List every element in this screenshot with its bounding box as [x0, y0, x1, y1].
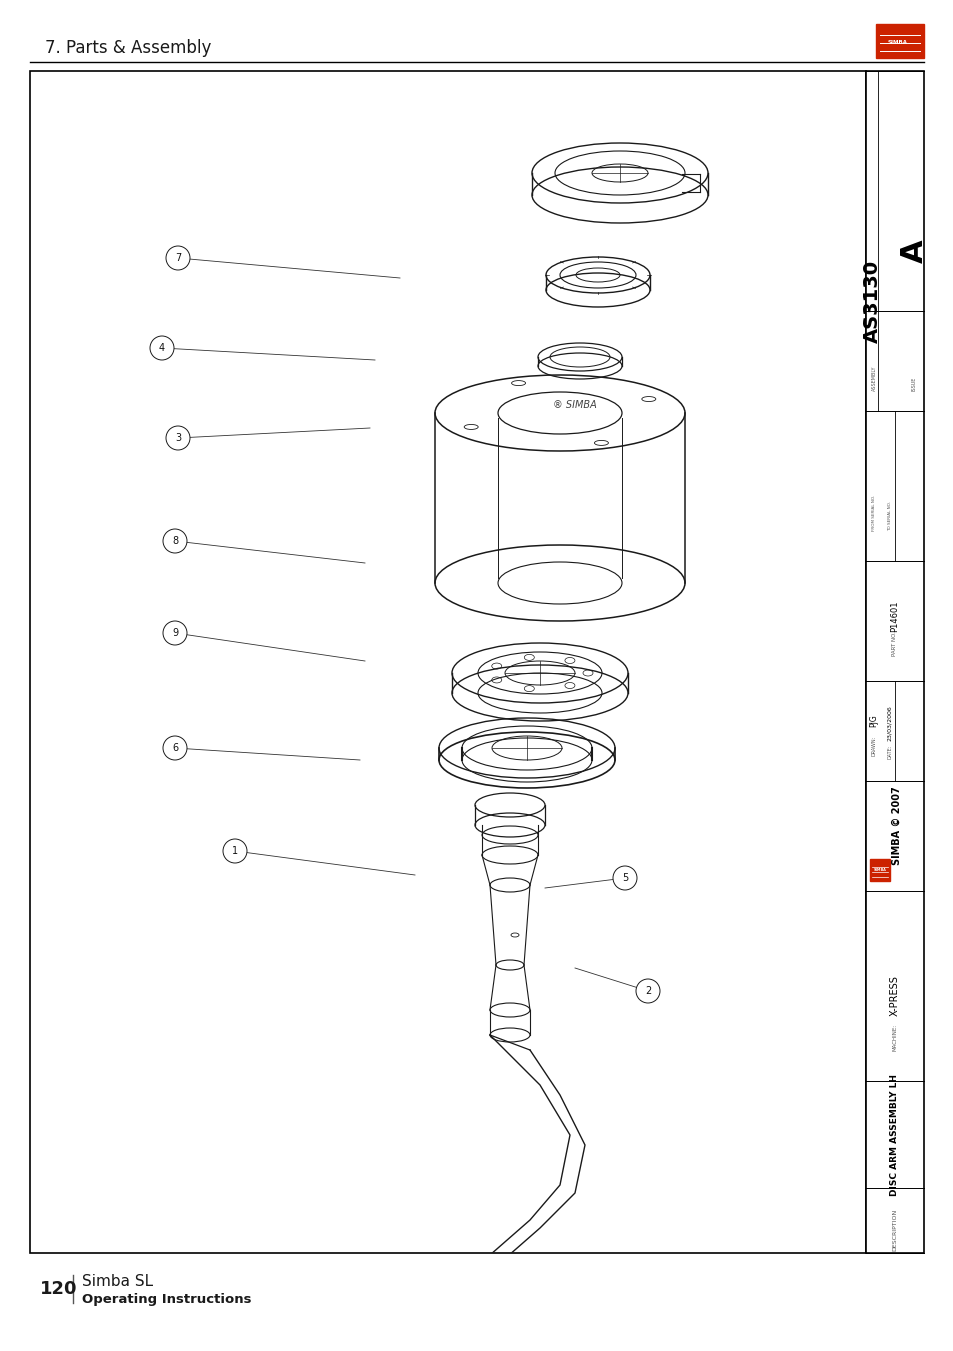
- Circle shape: [166, 426, 190, 450]
- Text: 2: 2: [644, 986, 651, 996]
- Circle shape: [223, 839, 247, 863]
- Text: 5: 5: [621, 873, 627, 884]
- Text: 7. Parts & Assembly: 7. Parts & Assembly: [45, 39, 212, 57]
- Text: DATE:: DATE:: [886, 744, 892, 759]
- Text: SIMBA: SIMBA: [873, 867, 885, 871]
- Text: SIMBA © 2007: SIMBA © 2007: [891, 786, 901, 866]
- Text: DISC ARM ASSEMBLY LH: DISC ARM ASSEMBLY LH: [889, 1074, 899, 1196]
- Text: PART NO.: PART NO.: [892, 631, 897, 657]
- Bar: [865, 72, 923, 1252]
- Text: MACHINE:: MACHINE:: [892, 1024, 897, 1051]
- Text: DESCRIPTION: DESCRIPTION: [892, 1209, 897, 1251]
- Circle shape: [636, 979, 659, 1002]
- Text: 8: 8: [172, 536, 178, 546]
- Text: AS3130: AS3130: [862, 259, 881, 343]
- Text: DRAWN:: DRAWN:: [871, 736, 876, 757]
- Text: ® SIMBA: ® SIMBA: [553, 400, 597, 409]
- Circle shape: [163, 736, 187, 761]
- Circle shape: [163, 530, 187, 553]
- Text: 120: 120: [40, 1279, 77, 1298]
- Text: A: A: [899, 239, 927, 263]
- Text: PJG: PJG: [868, 715, 878, 727]
- Text: SIMBA: SIMBA: [887, 39, 907, 45]
- Text: X-PRESS: X-PRESS: [889, 975, 899, 1016]
- Text: 7: 7: [174, 253, 181, 263]
- Bar: [875, 24, 923, 58]
- Text: TO SERIAL NO.: TO SERIAL NO.: [887, 501, 891, 531]
- Bar: [869, 859, 889, 881]
- Text: Simba SL: Simba SL: [82, 1274, 153, 1289]
- Circle shape: [613, 866, 637, 890]
- Circle shape: [163, 621, 187, 644]
- Text: FROM SERIAL NO.: FROM SERIAL NO.: [871, 494, 875, 531]
- Text: ASSEMBLY: ASSEMBLY: [871, 366, 876, 390]
- Circle shape: [166, 246, 190, 270]
- Text: 3: 3: [174, 434, 181, 443]
- Text: 6: 6: [172, 743, 178, 753]
- Bar: [30, 72, 865, 1252]
- Text: 23/03/2006: 23/03/2006: [886, 705, 892, 740]
- Text: ISSUE: ISSUE: [910, 377, 916, 390]
- Text: P14601: P14601: [889, 600, 899, 632]
- Text: Operating Instructions: Operating Instructions: [82, 1293, 252, 1305]
- Circle shape: [150, 336, 173, 359]
- Text: 4: 4: [159, 343, 165, 353]
- Text: 9: 9: [172, 628, 178, 638]
- Text: 1: 1: [232, 846, 238, 857]
